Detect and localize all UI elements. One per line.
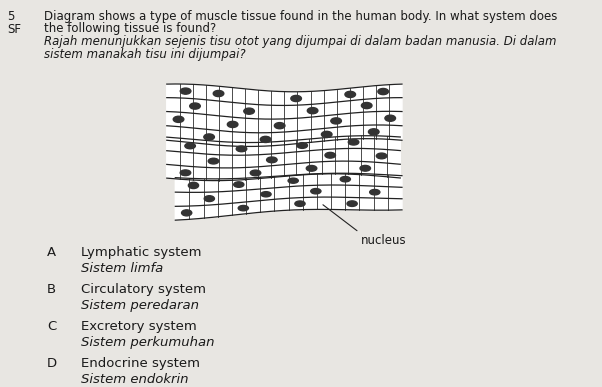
Ellipse shape xyxy=(321,131,332,137)
Ellipse shape xyxy=(311,188,321,194)
Ellipse shape xyxy=(360,165,370,171)
Polygon shape xyxy=(175,173,402,220)
Text: nucleus: nucleus xyxy=(361,234,406,247)
Ellipse shape xyxy=(180,170,191,176)
Ellipse shape xyxy=(244,108,255,114)
Text: Sistem peredaran: Sistem peredaran xyxy=(81,299,199,312)
Ellipse shape xyxy=(234,182,244,187)
Text: Sistem limfa: Sistem limfa xyxy=(81,262,164,275)
Text: Diagram shows a type of muscle tissue found in the human body. In what system do: Diagram shows a type of muscle tissue fo… xyxy=(45,10,558,23)
Ellipse shape xyxy=(385,115,396,121)
Ellipse shape xyxy=(306,166,317,171)
Text: SF: SF xyxy=(7,24,21,36)
Ellipse shape xyxy=(213,91,224,97)
Text: 5: 5 xyxy=(7,10,14,23)
Text: Rajah menunjukkan sejenis tisu otot yang dijumpai di dalam badan manusia. Di dal: Rajah menunjukkan sejenis tisu otot yang… xyxy=(45,35,557,48)
Text: Lymphatic system: Lymphatic system xyxy=(81,246,202,259)
Ellipse shape xyxy=(307,108,318,114)
Ellipse shape xyxy=(291,96,302,101)
Polygon shape xyxy=(167,84,402,146)
Ellipse shape xyxy=(297,143,308,148)
Text: Sistem endokrin: Sistem endokrin xyxy=(81,373,189,386)
Text: Excretory system: Excretory system xyxy=(81,320,197,333)
Ellipse shape xyxy=(190,103,200,109)
Ellipse shape xyxy=(236,146,247,152)
Ellipse shape xyxy=(370,190,380,195)
Ellipse shape xyxy=(238,205,249,211)
Ellipse shape xyxy=(347,201,357,206)
Ellipse shape xyxy=(181,88,191,94)
Text: A: A xyxy=(47,246,56,259)
Text: sistem manakah tisu ini dijumpai?: sistem manakah tisu ini dijumpai? xyxy=(45,48,246,61)
Ellipse shape xyxy=(261,192,271,197)
Ellipse shape xyxy=(378,89,388,94)
Ellipse shape xyxy=(173,116,184,122)
Text: B: B xyxy=(47,283,56,296)
Ellipse shape xyxy=(361,103,372,109)
Polygon shape xyxy=(167,136,400,181)
Ellipse shape xyxy=(208,158,219,164)
Ellipse shape xyxy=(260,136,271,142)
Ellipse shape xyxy=(182,210,192,216)
Ellipse shape xyxy=(275,123,285,129)
Ellipse shape xyxy=(267,157,277,163)
Ellipse shape xyxy=(331,118,341,124)
Ellipse shape xyxy=(345,91,356,98)
Ellipse shape xyxy=(349,139,359,145)
Ellipse shape xyxy=(185,143,196,149)
Ellipse shape xyxy=(204,134,214,140)
Text: the following tissue is found?: the following tissue is found? xyxy=(45,22,217,36)
Ellipse shape xyxy=(228,122,238,127)
Text: Endocrine system: Endocrine system xyxy=(81,357,200,370)
Ellipse shape xyxy=(340,176,350,182)
Text: Circulatory system: Circulatory system xyxy=(81,283,206,296)
Ellipse shape xyxy=(295,201,305,206)
Ellipse shape xyxy=(204,196,214,202)
Ellipse shape xyxy=(376,153,387,159)
Ellipse shape xyxy=(368,129,379,135)
Ellipse shape xyxy=(325,152,335,158)
Ellipse shape xyxy=(250,170,261,176)
Ellipse shape xyxy=(188,182,199,188)
Ellipse shape xyxy=(288,178,298,183)
Text: Sistem perkumuhan: Sistem perkumuhan xyxy=(81,336,215,349)
Text: C: C xyxy=(47,320,57,333)
Text: D: D xyxy=(47,357,57,370)
